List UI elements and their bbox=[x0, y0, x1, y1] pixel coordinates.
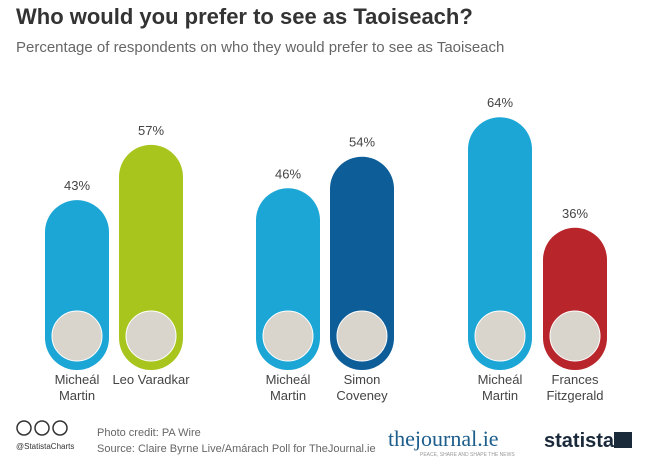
photo bbox=[474, 310, 526, 362]
source: Source: Claire Byrne Live/Amárach Poll f… bbox=[97, 443, 376, 455]
cc-icons bbox=[16, 420, 68, 436]
statista-icon bbox=[614, 432, 632, 448]
photo bbox=[336, 310, 388, 362]
value-label: 36% bbox=[562, 206, 588, 221]
category-label: Frances Fitzgerald bbox=[546, 372, 604, 403]
chart-subtitle: Percentage of respondents on who they wo… bbox=[16, 39, 504, 56]
category-label: Simon Coveney bbox=[336, 372, 388, 403]
photo bbox=[262, 310, 314, 362]
value-label: 54% bbox=[349, 135, 375, 150]
chart-title: Who would you prefer to see as Taoiseach… bbox=[16, 4, 473, 29]
category-label: Leo Varadkar bbox=[112, 372, 190, 387]
value-label: 46% bbox=[275, 166, 301, 181]
photo bbox=[549, 310, 601, 362]
category-label: Micheál Martin bbox=[265, 372, 311, 403]
handle: @StatistaCharts bbox=[16, 442, 74, 451]
bar bbox=[468, 117, 532, 370]
value-label: 43% bbox=[64, 178, 90, 193]
value-label: 64% bbox=[487, 95, 513, 110]
photo bbox=[51, 310, 103, 362]
value-label: 57% bbox=[138, 123, 164, 138]
category-label: Micheál Martin bbox=[477, 372, 523, 403]
statista-logo: statista bbox=[544, 430, 615, 452]
photo bbox=[125, 310, 177, 362]
category-label: Micheál Martin bbox=[54, 372, 100, 403]
journal-logo: thejournal.ie bbox=[388, 426, 499, 451]
bar bbox=[119, 144, 183, 370]
journal-tagline: PEACE, SHARE AND SHAPE THE NEWS bbox=[420, 452, 515, 458]
credit: Photo credit: PA Wire bbox=[97, 427, 201, 439]
